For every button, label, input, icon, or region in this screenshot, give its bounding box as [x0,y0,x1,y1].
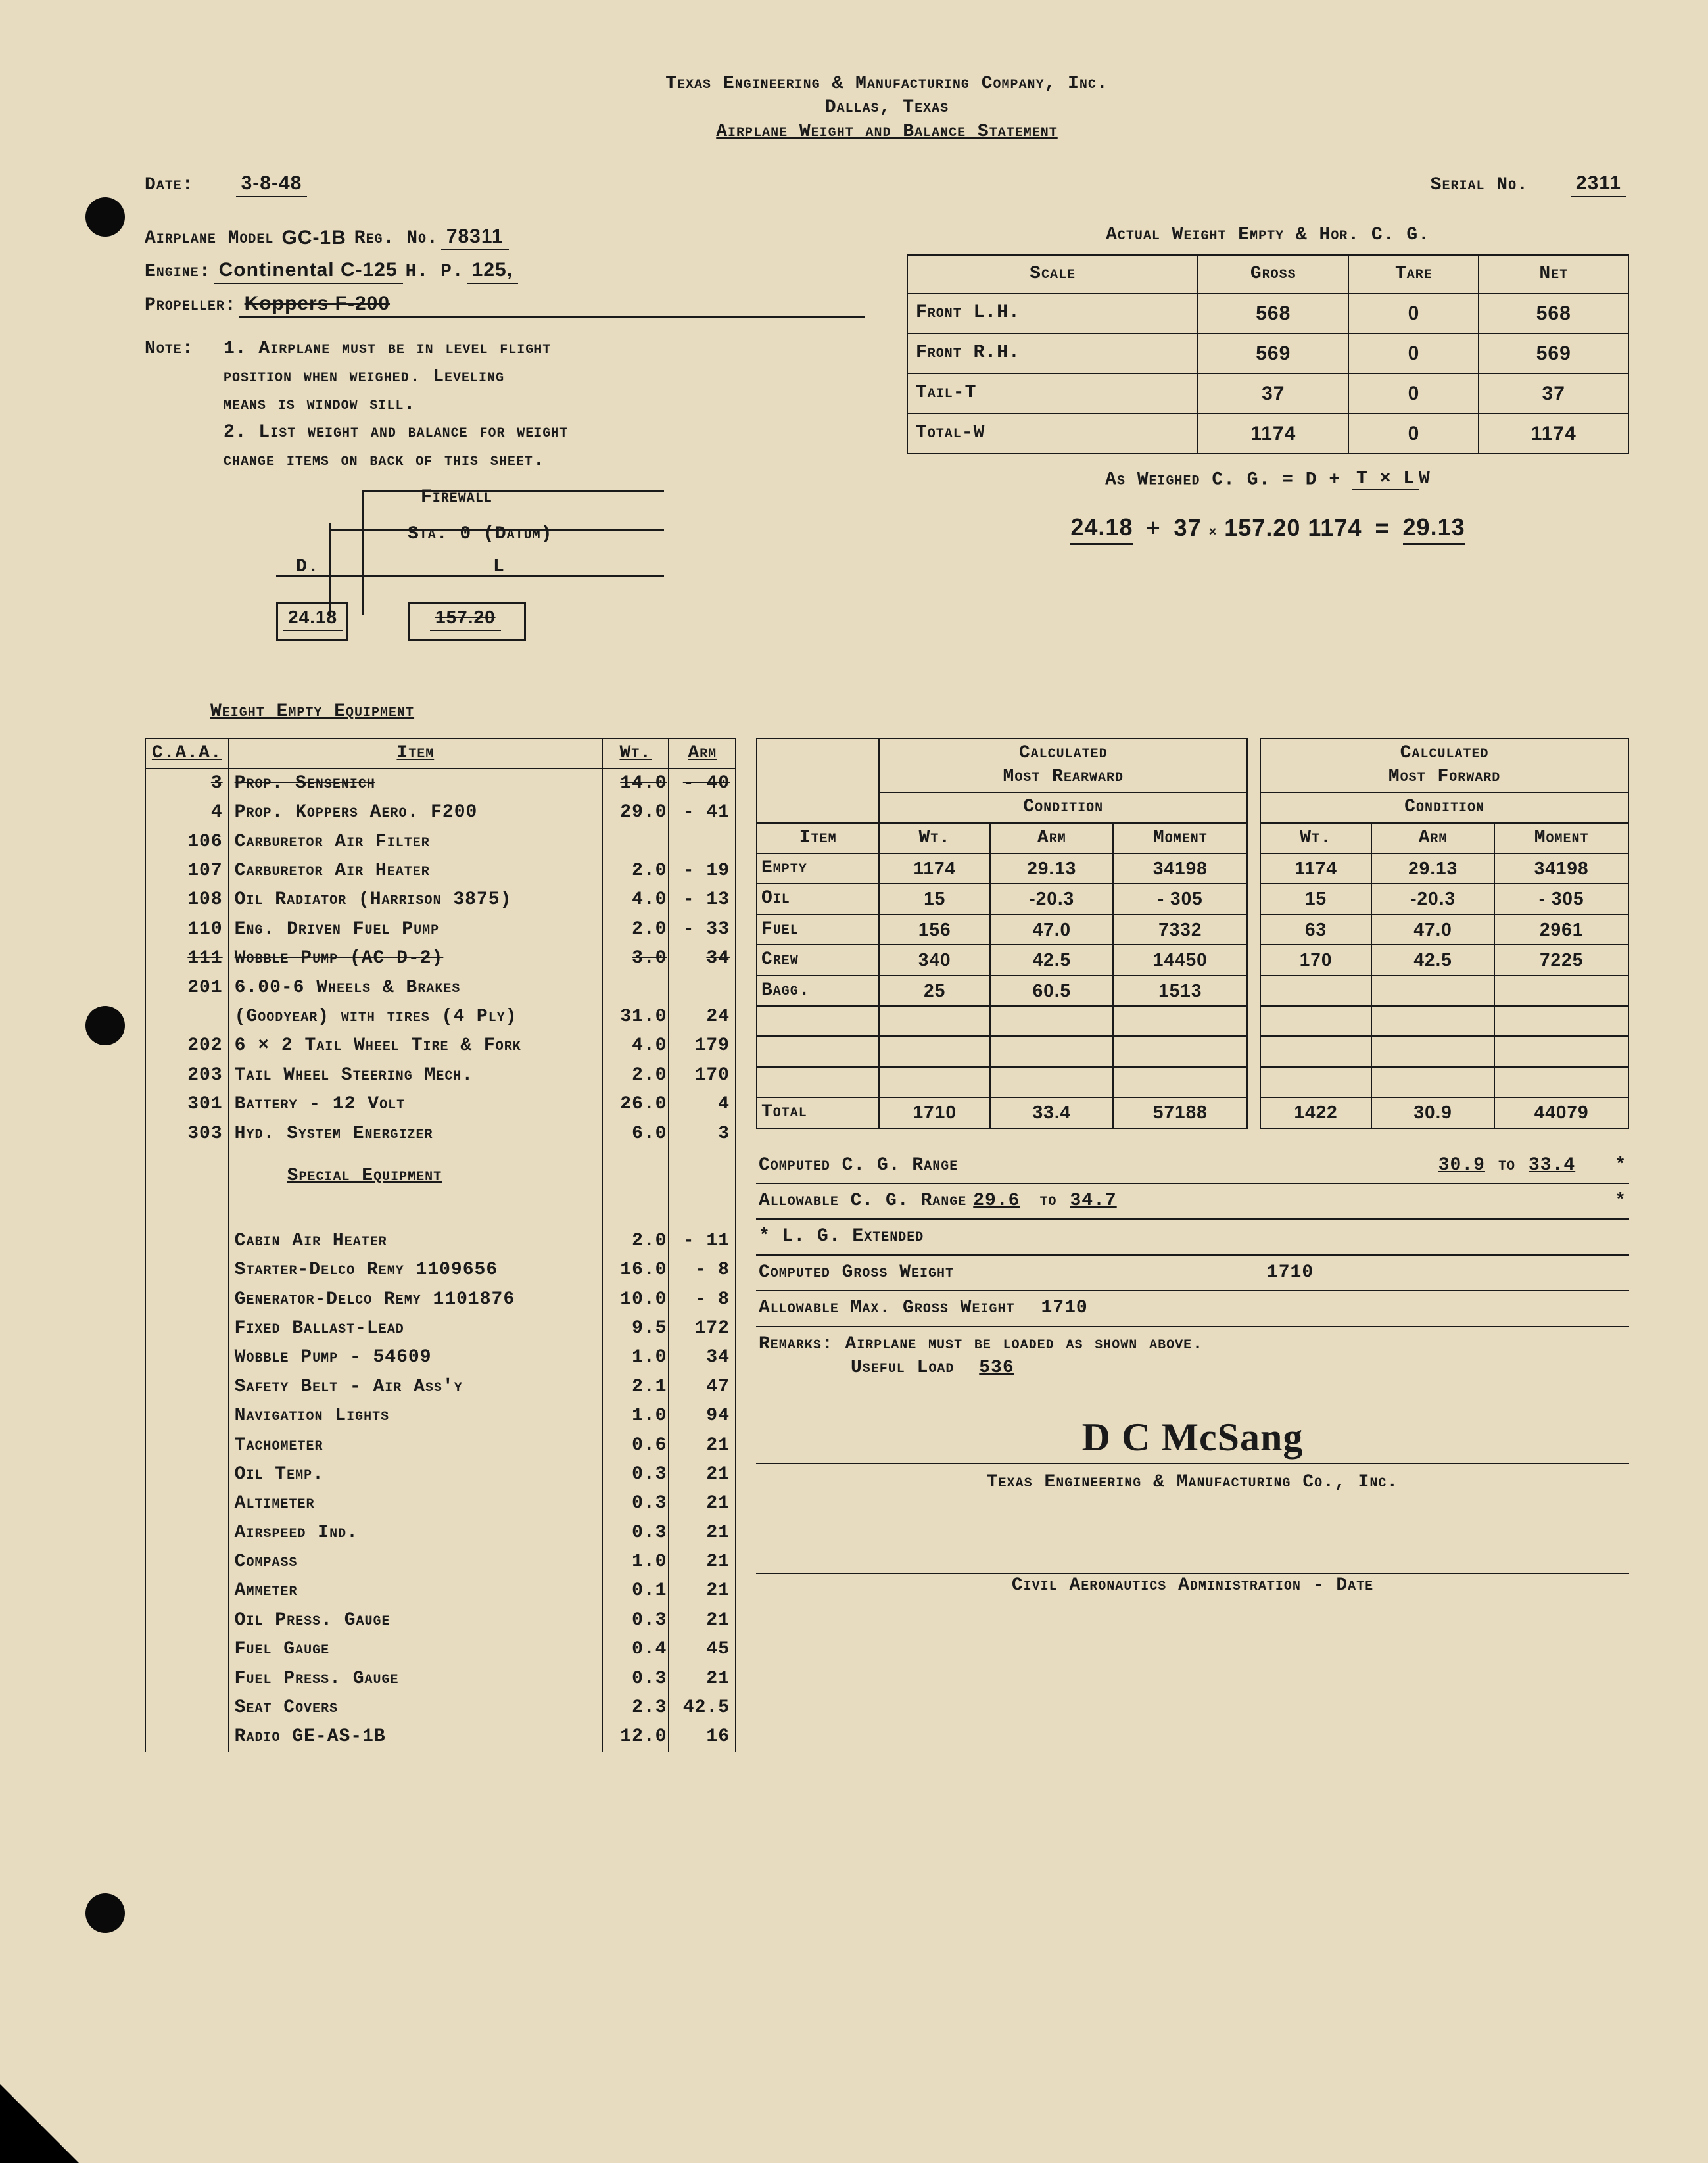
note-line: means is window sill. [224,393,568,417]
special-equip-row: Airspeed Ind.0.321 [145,1519,736,1548]
note-line: 1. Airplane must be in level flight [224,337,568,361]
special-equip-row: Fuel Press. Gauge0.321 [145,1665,736,1694]
special-equip-row: Tachometer0.621 [145,1431,736,1460]
equip-row: 3Prop. Sensenich14.0- 40 [145,769,736,798]
condition-row: Crew34042.51445017042.57225 [757,945,1628,975]
special-equip-row: Navigation Lights1.094 [145,1402,736,1431]
special-equip-row: Radio GE-AS-1B12.016 [145,1723,736,1751]
actual-weight-title: Actual Weight Empty & Hor. C. G. [907,224,1629,247]
col-gross: Gross [1198,255,1348,293]
special-equip-row: Fuel Gauge0.445 [145,1635,736,1664]
col-net: Net [1479,255,1628,293]
col-tare: Tare [1348,255,1479,293]
model-value: GC-1B [276,225,351,250]
col-arm: Arm [669,738,736,769]
note-line: change items on back of this sheet. [224,449,568,473]
special-equip-row: Safety Belt - Air Ass'y2.147 [145,1373,736,1402]
special-equip-row: Compass1.021 [145,1548,736,1577]
model-label: Airplane Model [145,227,273,250]
equip-row: (Goodyear) with tires (4 Ply)31.024 [145,1003,736,1032]
equip-row: 4Prop. Koppers Aero. F20029.0- 41 [145,798,736,827]
engine-value: Continental C-125 [214,257,403,284]
prop-label: Propeller: [145,294,237,318]
equipment-header: Weight Empty Equipment [210,700,1629,724]
date-label: Date: [145,174,194,197]
special-equip-row: Oil Temp.0.321 [145,1460,736,1489]
equip-row: 303Hyd. System Energizer6.03 [145,1120,736,1149]
hp-label: H. P. [406,260,464,284]
condition-row: Fuel15647.073326347.02961 [757,915,1628,945]
special-equip-row: Oil Press. Gauge0.321 [145,1606,736,1635]
serial-value: 2311 [1571,170,1626,197]
equip-row: 108Oil Radiator (Harrison 3875)4.0- 13 [145,886,736,915]
company-name: Texas Engineering & Manufacturing Compan… [145,72,1629,96]
col-item: Item [229,738,602,769]
special-equip-row: Fixed Ballast-Lead9.5172 [145,1314,736,1343]
prop-value: Koppers F-200 [239,291,865,318]
col-scale: Scale [907,255,1198,293]
signature: D C McSang [756,1412,1629,1464]
special-equip-row: Altimeter0.321 [145,1489,736,1518]
cg-calculation: 24.18 + 37 × 157.20 1174 = 29.13 [907,512,1629,545]
datum-diagram: Firewall Sta. 0 (Datum) D. L 24.18 157.2… [276,490,684,674]
note-line: 2. List weight and balance for weight [224,421,568,444]
document-title: Airplane Weight and Balance Statement [145,120,1629,144]
special-equip-header: Special Equipment [287,1164,596,1188]
condition-row: Oil15-20.3- 30515-20.3- 305 [757,884,1628,914]
notes-block: Note: 1. Airplane must be in level fligh… [145,337,867,477]
special-equip-row: Starter-Delco Remy 110965616.0- 8 [145,1256,736,1285]
condition-row: Bagg.2560.51513 [757,976,1628,1006]
condition-row [757,1067,1628,1097]
hp-value: 125, [467,257,518,284]
date-value: 3-8-48 [236,170,308,197]
document-header: Texas Engineering & Manufacturing Compan… [145,72,1629,144]
company-city: Dallas, Texas [145,96,1629,120]
condition-row: Empty117429.1334198117429.1334198 [757,853,1628,884]
reg-value: 78311 [441,224,509,250]
equip-row: 2016.00-6 Wheels & Brakes [145,974,736,1003]
signature-company: Texas Engineering & Manufacturing Co., I… [756,1471,1629,1494]
equip-row: 203Tail Wheel Steering Mech.2.0170 [145,1061,736,1090]
col-wt: Wt. [602,738,669,769]
reg-label: Reg. No. [354,227,439,250]
formula-label: As Weighed C. G. = D + [1105,470,1340,490]
equip-row: 107Carburetor Air Heater2.0- 19 [145,857,736,886]
special-equip-row: Wobble Pump - 546091.034 [145,1343,736,1372]
equip-row: 2026 × 2 Tail Wheel Tire & Fork4.0179 [145,1032,736,1060]
equipment-table: C.A.A. Item Wt. Arm 3Prop. Sensenich14.0… [145,738,736,1752]
notes-label: Note: [145,337,224,477]
equip-row: 301Battery - 12 Volt26.04 [145,1090,736,1119]
condition-row [757,1006,1628,1036]
special-equip-row: Seat Covers2.342.5 [145,1694,736,1723]
footer-caa: Civil Aeronautics Administration - Date [756,1574,1629,1598]
engine-label: Engine: [145,260,211,284]
actual-weight-table: Scale Gross Tare Net Front L.H.5680568 F… [907,254,1629,454]
note-line: position when weighed. Leveling [224,366,568,389]
condition-table: CalculatedMost Rearward CalculatedMost F… [756,738,1629,1129]
special-equip-row: Ammeter0.121 [145,1577,736,1605]
special-equip-row: Generator-Delco Remy 110187610.0- 8 [145,1285,736,1314]
summary-block: Computed C. G. Range 30.9 to 33.4 * Allo… [756,1149,1629,1598]
equip-row: 110Eng. Driven Fuel Pump2.0- 33 [145,915,736,944]
serial-label: Serial No. [1431,174,1529,197]
equip-row: 106Carburetor Air Filter [145,828,736,857]
special-equip-row: Cabin Air Heater2.0- 11 [145,1227,736,1256]
equip-row: 111Wobble Pump (AC D-2)3.034 [145,944,736,973]
condition-row [757,1036,1628,1066]
col-caa: C.A.A. [145,738,229,769]
